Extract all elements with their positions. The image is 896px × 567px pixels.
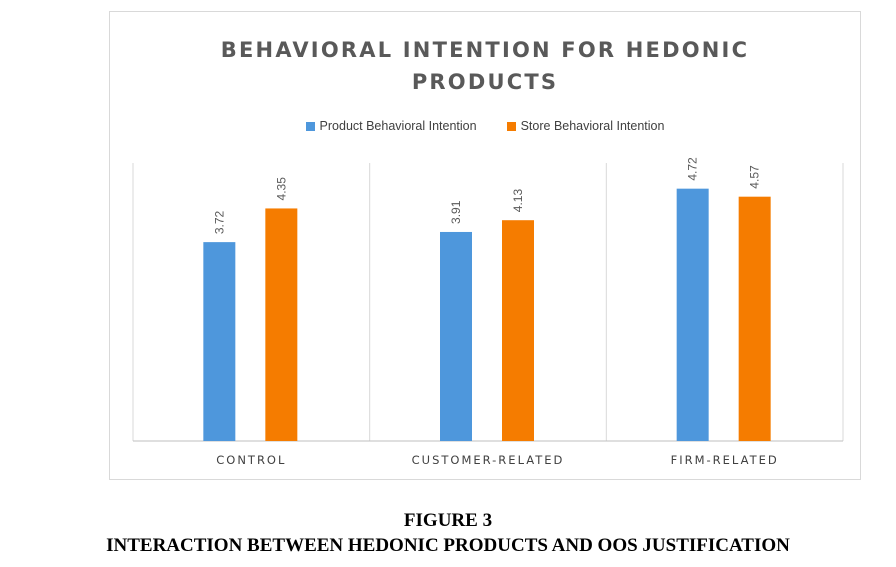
data-label: 4.57 <box>748 165 762 189</box>
bar-product-0 <box>203 242 236 441</box>
data-label: 4.72 <box>686 157 700 181</box>
bar-product-2 <box>676 188 709 441</box>
x-tick-label: CUSTOMER-RELATED <box>412 453 565 467</box>
data-label: 4.35 <box>274 177 288 201</box>
chart-frame: BEHAVIORAL INTENTION FOR HEDONIC PRODUCT… <box>109 11 861 480</box>
bar-store-1 <box>502 220 534 441</box>
chart-legend: Product Behavioral Intention Store Behav… <box>110 119 860 133</box>
figure-caption: INTERACTION BETWEEN HEDONIC PRODUCTS AND… <box>106 535 790 556</box>
chart-title-line-2: PRODUCTS <box>411 70 559 94</box>
data-label: 4.13 <box>511 189 525 213</box>
figure-number: FIGURE 3 <box>403 510 493 531</box>
chart-title: BEHAVIORAL INTENTION FOR HEDONIC PRODUCT… <box>110 34 860 98</box>
chart-plot-area: 3.72 4.35 CONTROL 3.91 4.13 CUSTOMER-RELATED 4… <box>132 157 844 467</box>
legend-label-product: Product Behavioral Intention <box>319 119 477 133</box>
legend-item-store: Store Behavioral Intention <box>506 119 665 133</box>
data-label: 3.91 <box>449 200 463 224</box>
legend-swatch-product <box>305 121 315 131</box>
x-tick-label: FIRM-RELATED <box>671 453 779 467</box>
legend-item-product: Product Behavioral Intention <box>305 119 477 133</box>
bar-store-2 <box>738 196 771 441</box>
legend-label-store: Store Behavioral Intention <box>520 119 665 133</box>
bar-store-0 <box>265 208 298 441</box>
x-tick-label: CONTROL <box>216 453 286 467</box>
legend-swatch-store <box>506 121 516 131</box>
data-label: 3.72 <box>212 210 226 234</box>
bar-product-1 <box>440 231 472 441</box>
chart-title-line-1: BEHAVIORAL INTENTION FOR HEDONIC <box>220 38 750 62</box>
